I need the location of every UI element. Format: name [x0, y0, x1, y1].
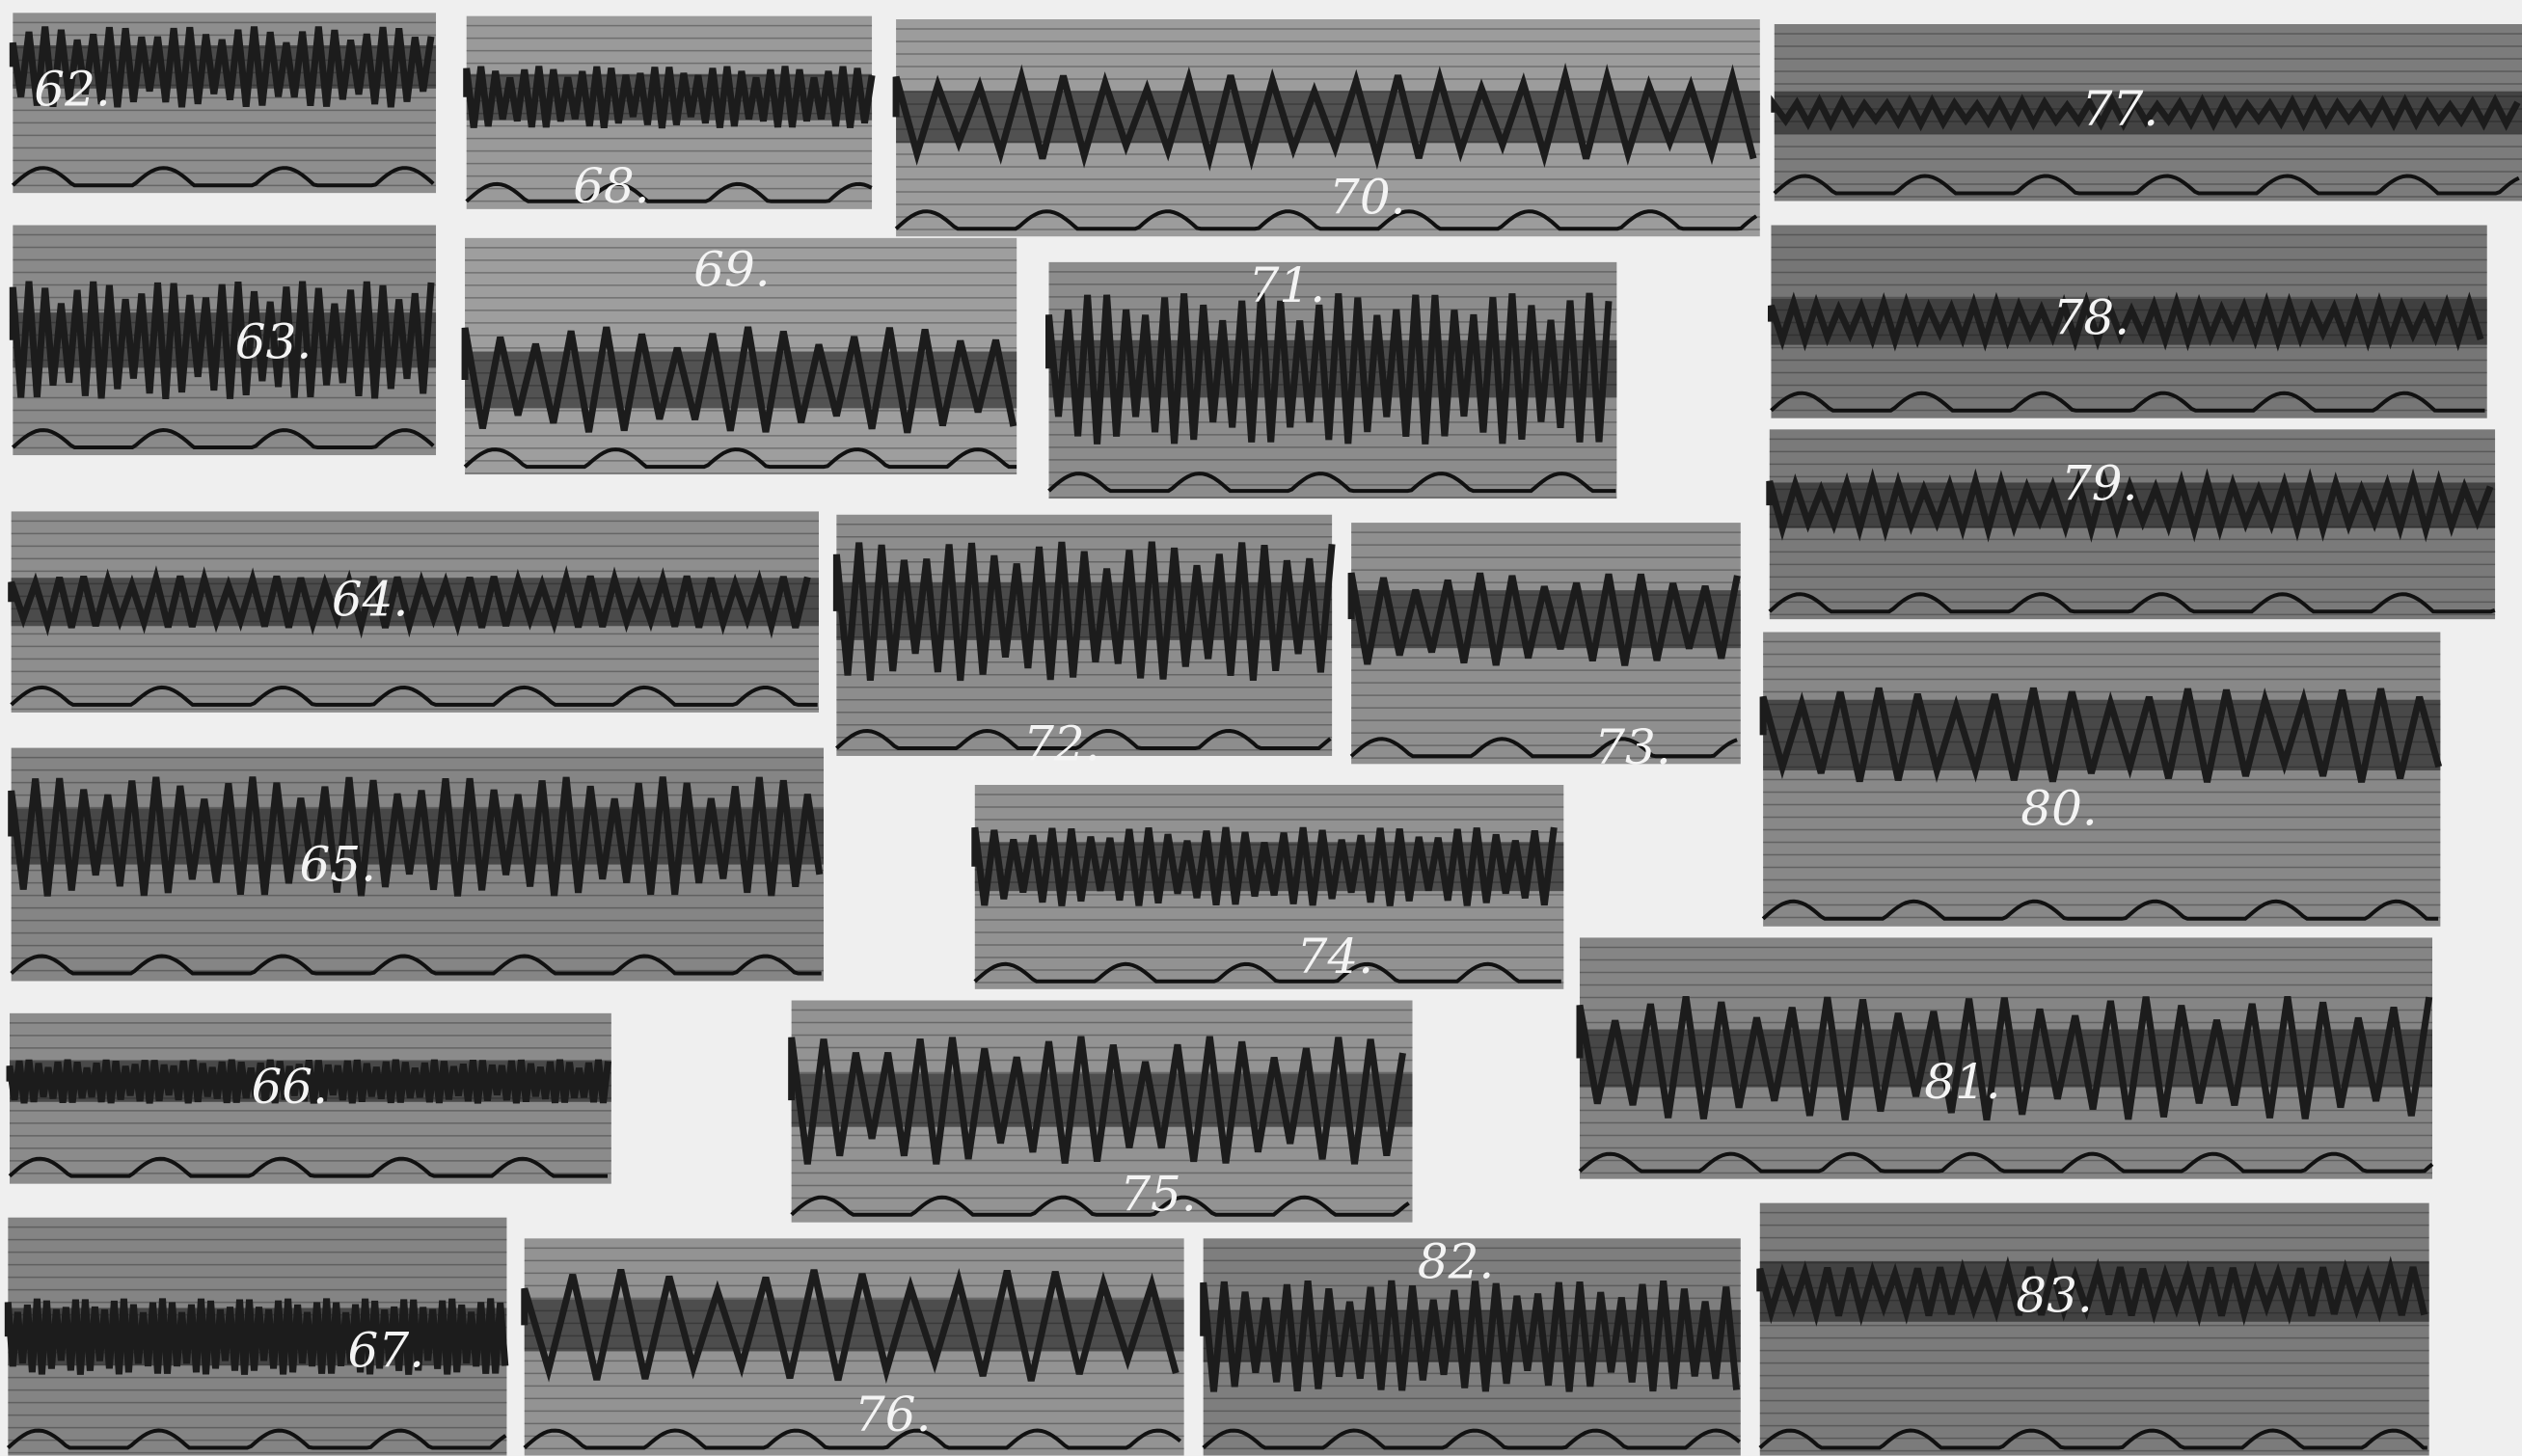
record-number: 69. [693, 242, 771, 298]
record-panel: 65. [12, 748, 824, 982]
record-panel: 62. [13, 13, 436, 193]
record-panel: 64. [12, 511, 819, 713]
record-number: 63. [235, 314, 312, 370]
record-panel: 68. [467, 16, 872, 214]
record-number: 77. [2082, 81, 2159, 137]
record-panel: 75. [792, 1000, 1413, 1222]
record-number: 72. [1023, 716, 1100, 772]
record-number: 80. [2020, 780, 2098, 836]
record-number: 75. [1120, 1167, 1197, 1223]
record-panel: 76. [525, 1238, 1184, 1455]
record-panel: 77. [1775, 24, 2522, 201]
record-panel: 66. [10, 1013, 611, 1184]
record-number: 74. [1297, 929, 1374, 984]
record-number: 79. [2061, 455, 2138, 511]
record-number: 76. [854, 1387, 932, 1443]
record-number: 62. [34, 62, 111, 118]
record-number: 73. [1594, 719, 1671, 775]
record-number: 65. [300, 837, 377, 893]
record-panel: 70. [896, 19, 1760, 236]
record-number: 81. [1924, 1054, 2001, 1110]
record-panel: 78. [1771, 226, 2486, 418]
record-panel: 80. [1763, 633, 2440, 927]
record-number: 70. [1329, 170, 1406, 226]
record-number: 64. [332, 572, 409, 628]
record-number: 71. [1249, 257, 1326, 313]
record-panel: 79. [1770, 429, 2495, 619]
record-panel: 82. [1204, 1234, 1741, 1456]
record-panel: 67. [8, 1218, 506, 1456]
record-number: 78. [2053, 290, 2130, 346]
record-number: 68. [573, 158, 650, 214]
record-panel: 73. [1351, 523, 1741, 775]
record-number: 82. [1418, 1234, 1495, 1290]
plate: 62. 68. 70. 77. 63. 69. 71. 78. 79. 64. 72. 73. 80. 6… [0, 0, 2522, 1456]
record-panel: 69. [465, 238, 1017, 474]
record-panel: 72. [836, 515, 1332, 772]
record-number: 67. [348, 1322, 425, 1378]
record-number: 83. [2016, 1268, 2093, 1324]
panel-background [1760, 1203, 2429, 1456]
record-panel: 71. [1049, 257, 1617, 499]
record-panel: 81. [1580, 937, 2432, 1178]
page: 62. 68. 70. 77. 63. 69. 71. 78. 79. 64. 72. 73. 80. 6… [0, 0, 2522, 1456]
record-panel: 83. [1760, 1203, 2429, 1456]
record-panel: 74. [975, 785, 1563, 989]
record-number: 66. [251, 1059, 328, 1115]
record-panel: 63. [13, 226, 436, 456]
